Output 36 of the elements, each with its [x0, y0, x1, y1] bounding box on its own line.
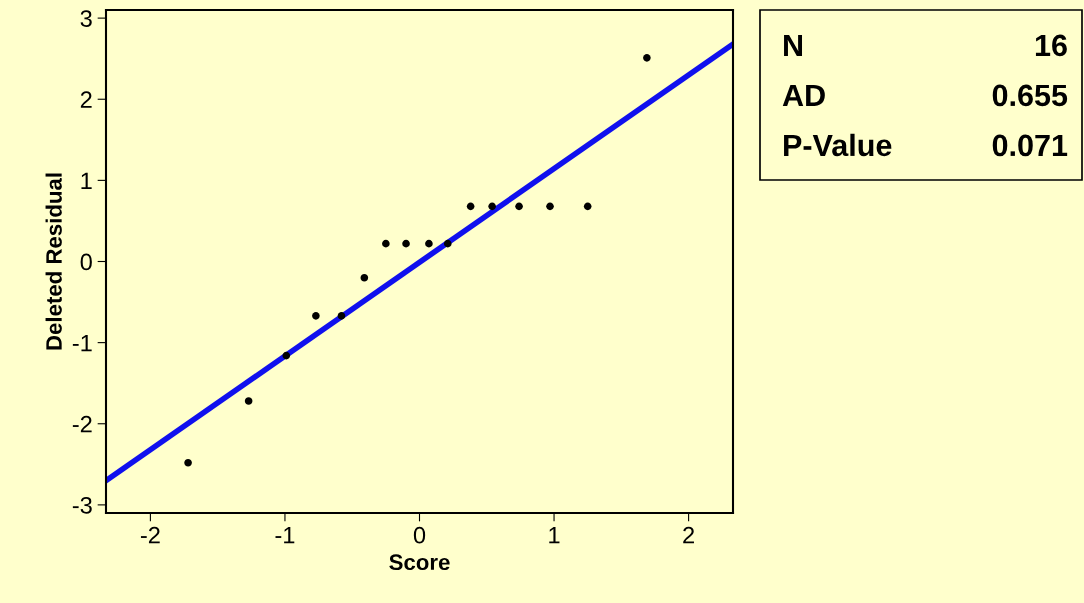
x-axis-title: Score	[389, 554, 450, 571]
point	[583, 202, 592, 211]
x-tick-label: 2	[683, 526, 694, 544]
point	[184, 458, 192, 467]
point	[466, 202, 475, 211]
point	[402, 239, 410, 248]
x-tick-label: 1	[549, 527, 560, 544]
x-tick-label: 0	[413, 526, 426, 544]
y-tick-label: -2	[72, 415, 92, 433]
y-tick-label: 2	[80, 91, 92, 108]
point	[244, 397, 253, 405]
y-tick-label: -3	[72, 496, 92, 514]
point	[312, 312, 320, 320]
point	[443, 239, 452, 248]
point	[282, 351, 291, 360]
text: 0.655	[992, 84, 1068, 107]
point	[337, 312, 346, 320]
text: P-Value	[784, 133, 892, 157]
point	[515, 202, 523, 211]
point	[488, 202, 496, 211]
y-tick-label: 1	[81, 172, 92, 189]
y-tick-label: 3	[80, 10, 92, 27]
y-axis-title: Deleted Residual	[45, 173, 62, 350]
x-tick-label: -1	[275, 527, 295, 544]
point	[546, 202, 554, 211]
text: N	[784, 34, 803, 56]
text: 0.071	[992, 134, 1068, 157]
y-tick-label: 0	[80, 253, 92, 271]
point	[425, 239, 433, 248]
text: 16	[1035, 34, 1067, 57]
point	[382, 239, 390, 248]
text: AD	[782, 84, 825, 106]
x-tick-label: -2	[140, 526, 160, 544]
point	[360, 273, 369, 282]
point	[643, 54, 651, 62]
y-tick-label: -1	[72, 334, 92, 352]
